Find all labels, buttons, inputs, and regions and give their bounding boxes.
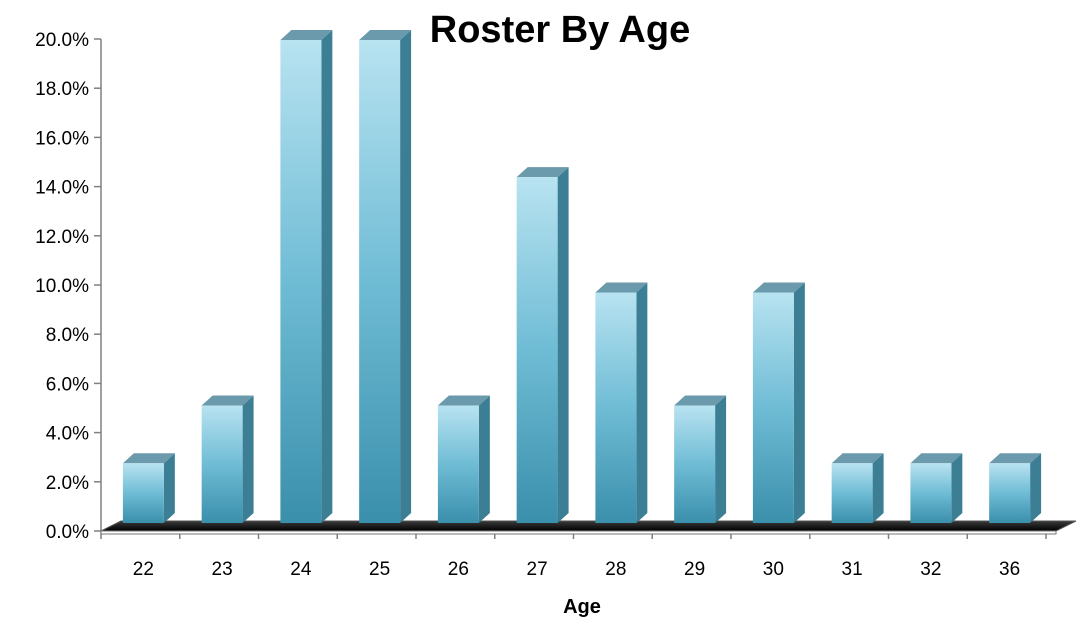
y-tick-label: 4.0% bbox=[46, 424, 89, 445]
bar-top bbox=[122, 453, 175, 464]
x-tick-label: 29 bbox=[684, 559, 705, 580]
bar-front bbox=[752, 292, 794, 523]
bar-side bbox=[242, 395, 254, 523]
x-tick-label: 22 bbox=[133, 559, 154, 580]
y-tick-label: 6.0% bbox=[46, 374, 89, 395]
x-tick-label: 26 bbox=[448, 559, 469, 580]
bar-front bbox=[201, 405, 243, 523]
y-tick-label: 10.0% bbox=[35, 276, 89, 297]
bar bbox=[516, 167, 569, 523]
bar bbox=[595, 282, 648, 523]
bar bbox=[752, 282, 805, 523]
x-tick-label: 24 bbox=[290, 559, 312, 580]
bar-top bbox=[359, 30, 412, 40]
bar bbox=[910, 453, 963, 523]
bar-side bbox=[557, 167, 569, 523]
bar-top bbox=[910, 453, 963, 464]
tick-labels: 0.0% 2.0% 4.0% 6.0% 8.0% 10.0% 12.0% 14.0% 16.0%… bbox=[35, 30, 1020, 580]
x-tick-label: 27 bbox=[527, 559, 548, 580]
x-tick-label: 30 bbox=[763, 559, 784, 580]
bar bbox=[989, 453, 1042, 523]
bar bbox=[831, 453, 884, 523]
bar bbox=[280, 30, 333, 523]
bar-front bbox=[674, 405, 716, 523]
bar-top bbox=[674, 395, 727, 406]
y-tick-label: 16.0% bbox=[35, 128, 89, 149]
bar-front bbox=[516, 177, 558, 523]
bar-front bbox=[831, 463, 873, 523]
bar-side bbox=[951, 453, 963, 523]
y-tick-label: 8.0% bbox=[46, 325, 89, 346]
x-tick-label: 36 bbox=[999, 559, 1020, 580]
bar-top bbox=[595, 282, 648, 293]
bar-front bbox=[595, 292, 637, 523]
bar-side bbox=[321, 30, 333, 523]
bar-top bbox=[437, 395, 490, 406]
bar-front bbox=[122, 463, 164, 523]
bar-side bbox=[400, 30, 412, 523]
bar-side bbox=[163, 453, 175, 523]
bar-side bbox=[872, 453, 884, 523]
bar-front bbox=[910, 463, 952, 523]
chart-floor bbox=[100, 520, 1077, 535]
bar-top bbox=[280, 30, 333, 40]
x-tick-label: 31 bbox=[842, 559, 863, 580]
bar-side bbox=[636, 282, 648, 523]
bar bbox=[437, 395, 490, 523]
bar bbox=[674, 395, 727, 523]
bar-top bbox=[831, 453, 884, 464]
x-tick-label: 25 bbox=[369, 559, 390, 580]
x-tick-label: 23 bbox=[212, 559, 233, 580]
x-tick-label: 28 bbox=[605, 559, 626, 580]
y-tick-label: 0.0% bbox=[46, 522, 89, 543]
y-tick-label: 12.0% bbox=[35, 227, 89, 248]
y-tick-label: 14.0% bbox=[35, 178, 89, 199]
bar-top bbox=[989, 453, 1042, 464]
bar-top bbox=[752, 282, 805, 293]
y-tick-label: 2.0% bbox=[46, 473, 89, 494]
bar-front bbox=[359, 40, 401, 523]
bar bbox=[359, 30, 412, 523]
bars bbox=[122, 30, 1042, 523]
bar-side bbox=[793, 282, 805, 523]
bar-side bbox=[1030, 453, 1042, 523]
bar-side bbox=[478, 395, 490, 523]
x-axis-label: Age bbox=[563, 596, 601, 618]
x-tick-label: 32 bbox=[920, 559, 941, 580]
y-tick-label: 20.0% bbox=[35, 30, 89, 51]
bar-front bbox=[989, 463, 1031, 523]
bar-side bbox=[715, 395, 727, 523]
bar bbox=[122, 453, 175, 523]
bar-top bbox=[516, 167, 569, 178]
bar bbox=[201, 395, 254, 523]
bar-top bbox=[201, 395, 254, 406]
y-tick-label: 18.0% bbox=[35, 79, 89, 100]
chart-title: Roster By Age bbox=[430, 9, 690, 51]
bar-front bbox=[280, 40, 322, 523]
bar-front bbox=[437, 405, 479, 523]
floor-front bbox=[100, 530, 1057, 535]
